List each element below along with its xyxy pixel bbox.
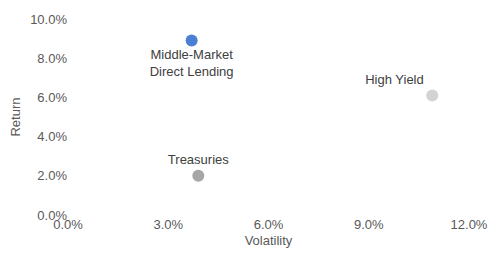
svg-text:4.0%: 4.0%: [37, 129, 67, 144]
svg-text:High Yield: High Yield: [365, 72, 424, 87]
svg-text:Treasuries: Treasuries: [168, 152, 229, 167]
svg-text:0.0%: 0.0%: [53, 217, 83, 232]
svg-text:10.0%: 10.0%: [30, 12, 67, 27]
svg-text:Return: Return: [8, 97, 23, 136]
svg-text:3.0%: 3.0%: [153, 217, 183, 232]
svg-text:Middle-MarketDirect Lending: Middle-MarketDirect Lending: [150, 47, 234, 79]
svg-text:6.0%: 6.0%: [254, 217, 284, 232]
svg-text:12.0%: 12.0%: [451, 217, 488, 232]
svg-text:0.0%: 0.0%: [37, 208, 67, 223]
svg-text:2.0%: 2.0%: [37, 168, 67, 183]
svg-text:Volatility: Volatility: [245, 233, 293, 248]
svg-text:6.0%: 6.0%: [37, 90, 67, 105]
svg-text:8.0%: 8.0%: [37, 51, 67, 66]
svg-text:9.0%: 9.0%: [354, 217, 384, 232]
